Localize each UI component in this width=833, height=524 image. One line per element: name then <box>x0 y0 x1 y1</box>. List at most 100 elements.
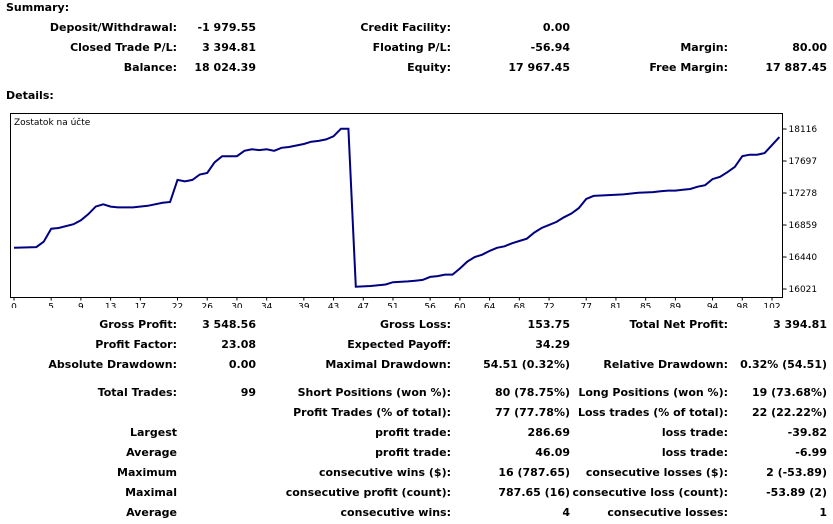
average-label: Average <box>126 446 177 459</box>
x-tick-label: 81 <box>610 303 621 309</box>
details-header: Details: <box>6 89 54 102</box>
equity-label: Equity: <box>407 61 451 74</box>
x-tick-label: 94 <box>707 303 719 309</box>
profit-trades-value: 77 (77.78%) <box>494 406 570 419</box>
average-consecutive-wins-label: consecutive wins: <box>340 506 451 519</box>
max-consecutive-wins-value: 16 (787.65) <box>498 466 570 479</box>
x-tick-label: 22 <box>172 303 183 309</box>
x-tick-label: 64 <box>484 303 496 309</box>
relative-drawdown-label: Relative Drawdown: <box>603 358 728 371</box>
max-consecutive-wins-label: consecutive wins ($): <box>318 466 451 479</box>
largest-label: Largest <box>130 426 177 439</box>
equity-value: 17 967.45 <box>508 61 570 74</box>
chart-plot-area <box>10 113 783 298</box>
maximal-drawdown-value: 54.51 (0.32%) <box>483 358 570 371</box>
absolute-drawdown-label: Absolute Drawdown: <box>48 358 177 371</box>
y-tick-label: 16859 <box>789 221 818 231</box>
x-tick-label: 51 <box>387 303 398 309</box>
x-tick-label: 13 <box>105 303 116 309</box>
x-tick-label: 89 <box>670 303 682 309</box>
x-tick-label: 68 <box>514 303 526 309</box>
average-loss-trade-label: loss trade: <box>661 446 728 459</box>
x-tick-label: 43 <box>328 303 339 309</box>
average-loss-trade-value: -6.99 <box>795 446 827 459</box>
summary-header: Summary: <box>6 1 70 14</box>
x-tick-label: 98 <box>737 303 749 309</box>
x-tick-label: 26 <box>201 303 213 309</box>
x-tick-label: 47 <box>358 303 369 309</box>
x-tick-label: 60 <box>454 303 466 309</box>
x-tick-label: 9 <box>78 303 84 309</box>
x-axis: 0 5 9 13 17 22 26 30 34 39 43 47 51 56 60 64 68 72 77 81 85 8… <box>11 297 781 309</box>
gross-loss-label: Gross Loss: <box>380 318 451 331</box>
x-tick-label: 102 <box>763 303 780 309</box>
free-margin-label: Free Margin: <box>649 61 728 74</box>
maximal-label: Maximal <box>125 486 177 499</box>
deposit-withdrawal-label: Deposit/Withdrawal: <box>49 21 177 34</box>
maximal-consecutive-profit-value: 787.65 (16) <box>498 486 570 499</box>
x-tick-label: 72 <box>543 303 554 309</box>
profit-factor-label: Profit Factor: <box>95 338 177 351</box>
maximal-consecutive-loss-label: consecutive loss (count): <box>572 486 728 499</box>
expected-payoff-label: Expected Payoff: <box>347 338 451 351</box>
y-tick-label: 17697 <box>789 157 818 167</box>
average-profit-trade-label: profit trade: <box>375 446 451 459</box>
closed-trade-pl-label: Closed Trade P/L: <box>70 41 177 54</box>
largest-loss-trade-label: loss trade: <box>661 426 728 439</box>
average-consecutive-label: Average <box>126 506 177 519</box>
long-positions-value: 19 (73.68%) <box>751 386 827 399</box>
short-positions-value: 80 (78.75%) <box>494 386 570 399</box>
maximal-drawdown-label: Maximal Drawdown: <box>325 358 451 371</box>
margin-value: 80.00 <box>792 41 827 54</box>
total-trades-value: 99 <box>240 386 256 399</box>
maximum-label: Maximum <box>117 466 177 479</box>
balance-value: 18 024.39 <box>194 61 256 74</box>
x-tick-label: 39 <box>298 303 310 309</box>
closed-trade-pl-value: 3 394.81 <box>202 41 256 54</box>
credit-facility-value: 0.00 <box>542 21 570 34</box>
gross-profit-value: 3 548.56 <box>202 318 256 331</box>
margin-label: Margin: <box>680 41 728 54</box>
profit-trades-label: Profit Trades (% of total): <box>293 406 451 419</box>
x-tick-label: 0 <box>11 303 17 309</box>
average-consecutive-losses-value: 1 <box>819 506 827 519</box>
maximal-consecutive-loss-value: -53.89 (2) <box>766 486 827 499</box>
total-net-profit-label: Total Net Profit: <box>629 318 729 331</box>
free-margin-value: 17 887.45 <box>765 61 827 74</box>
max-consecutive-losses-label: consecutive losses ($): <box>585 466 728 479</box>
long-positions-label: Long Positions (won %): <box>578 386 728 399</box>
profit-factor-value: 23.08 <box>221 338 256 351</box>
max-consecutive-losses-value: 2 (-53.89) <box>766 466 827 479</box>
average-consecutive-losses-label: consecutive losses: <box>607 506 728 519</box>
x-tick-label: 77 <box>580 303 591 309</box>
x-tick-label: 85 <box>640 303 651 309</box>
y-tick-label: 16021 <box>789 285 818 295</box>
x-tick-label: 56 <box>424 303 436 309</box>
floating-pl-label: Floating P/L: <box>372 41 451 54</box>
largest-profit-trade-label: profit trade: <box>375 426 451 439</box>
gross-profit-label: Gross Profit: <box>99 318 177 331</box>
loss-trades-value: 22 (22.22%) <box>751 406 827 419</box>
balance-line <box>13 127 781 288</box>
expected-payoff-value: 34.29 <box>535 338 570 351</box>
floating-pl-value: -56.94 <box>530 41 570 54</box>
average-profit-trade-value: 46.09 <box>535 446 570 459</box>
largest-profit-trade-value: 286.69 <box>527 426 570 439</box>
total-net-profit-value: 3 394.81 <box>773 318 827 331</box>
chart-title: Zostatok na účte <box>14 117 91 128</box>
gross-loss-value: 153.75 <box>527 318 570 331</box>
x-tick-label: 17 <box>135 303 146 309</box>
relative-drawdown-value: 0.32% (54.51) <box>740 358 827 371</box>
largest-loss-trade-value: -39.82 <box>787 426 827 439</box>
y-tick-label: 17278 <box>789 189 818 199</box>
deposit-withdrawal-value: -1 979.55 <box>197 21 257 34</box>
maximal-consecutive-profit-label: consecutive profit (count): <box>285 486 451 499</box>
y-tick-label: 18116 <box>789 125 818 135</box>
balance-label: Balance: <box>123 61 177 74</box>
x-tick-label: 5 <box>48 303 54 309</box>
short-positions-label: Short Positions (won %): <box>297 386 451 399</box>
x-tick-label: 30 <box>231 303 243 309</box>
credit-facility-label: Credit Facility: <box>360 21 451 34</box>
balance-chart: Zostatok na účte 16021164401685917278176… <box>10 113 818 309</box>
y-tick-label: 16440 <box>789 253 818 263</box>
